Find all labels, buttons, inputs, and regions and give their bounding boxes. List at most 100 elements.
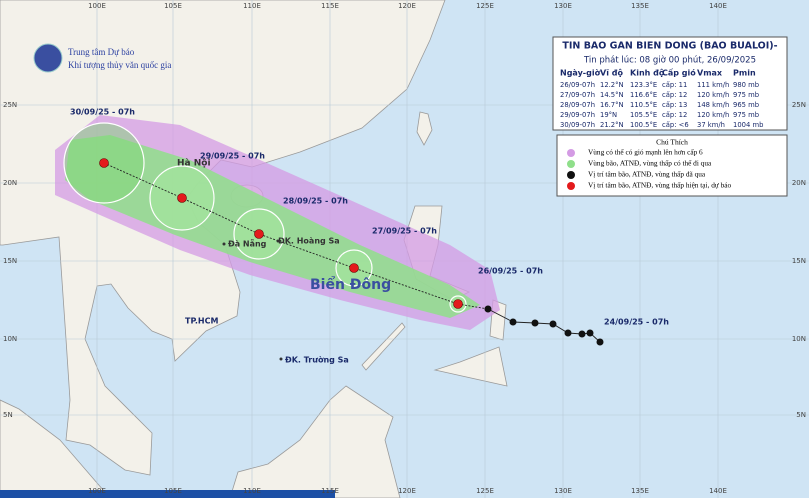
cell: 21.2°N xyxy=(600,121,624,129)
cell: 26/09-07h xyxy=(560,81,595,89)
lat-label: 5N xyxy=(796,411,806,419)
forecast-track xyxy=(103,162,489,310)
column-header: Vmax xyxy=(697,69,723,78)
lat-label: 25N xyxy=(3,101,17,109)
place-label: Hà Nội xyxy=(177,159,211,169)
bulletin-box xyxy=(552,36,788,131)
lon-label: 120E xyxy=(398,487,416,495)
logo-text: Khí tượng thủy văn quốc gia xyxy=(68,60,171,70)
place-dot xyxy=(276,239,280,243)
lon-label: 120E xyxy=(398,2,416,10)
cell: 980 mb xyxy=(733,81,759,89)
lon-label: 125E xyxy=(476,2,494,10)
lat-label: 20N xyxy=(3,179,17,187)
column-header: Kinh độ xyxy=(630,69,665,78)
lon-label: 135E xyxy=(631,487,649,495)
lat-label: 15N xyxy=(3,257,17,265)
lat-label: 10N xyxy=(792,335,806,343)
legend-item: Vùng bão, ATNĐ, vùng thấp có thể đi qua xyxy=(588,159,712,168)
cell: 965 mb xyxy=(733,101,759,109)
lon-label: 100E xyxy=(88,487,106,495)
lon-label: 125E xyxy=(476,487,494,495)
cell: 19°N xyxy=(600,111,617,119)
cell: 975 mb xyxy=(733,91,759,99)
lon-label: 115E xyxy=(321,2,339,10)
track-label: 28/09/25 - 07h xyxy=(283,197,348,206)
cell: 30/09-07h xyxy=(560,121,595,129)
column-header: Vĩ độ xyxy=(600,69,623,78)
legend-symbol xyxy=(567,171,575,179)
cell: 12.2°N xyxy=(600,81,624,89)
legend-symbol xyxy=(567,149,575,157)
legend-symbol xyxy=(567,182,575,190)
place-dot xyxy=(222,242,226,246)
lon-label: 115E xyxy=(321,487,339,495)
lat-label: 25N xyxy=(792,101,806,109)
lon-label: 140E xyxy=(709,487,727,495)
legend-box xyxy=(556,134,788,197)
track-label: 24/09/25 - 07h xyxy=(604,318,669,327)
column-header: Ngày-giờ xyxy=(560,68,601,78)
lon-label: 130E xyxy=(554,487,572,495)
lon-label: 105E xyxy=(164,2,182,10)
legend-item: Vị trí tâm bão, ATNĐ, vùng thấp đã qua xyxy=(588,170,706,179)
place-label: Biển Đông xyxy=(310,276,391,293)
bulletin-title: TIN BAO GAN BIEN DONG (BAO BUALOI)- xyxy=(562,41,777,52)
place-dot xyxy=(279,357,283,361)
cell: 975 mb xyxy=(733,111,759,119)
cell: 111 km/h xyxy=(697,81,729,89)
lon-label: 140E xyxy=(709,2,727,10)
track-label: 29/09/25 - 07h xyxy=(200,152,265,161)
legend-title: Chú Thích xyxy=(656,138,688,147)
cell: 120 km/h xyxy=(697,91,729,99)
logo xyxy=(33,43,63,73)
track-label: 26/09/25 - 07h xyxy=(478,267,543,276)
track-label: 27/09/25 - 07h xyxy=(372,227,437,236)
lon-label: 130E xyxy=(554,2,572,10)
legend-item: Vùng có thể có gió mạnh lên hơn cấp 6 xyxy=(588,148,703,157)
cell: 14.5°N xyxy=(600,91,624,99)
bulletin-issued: Tin phát lúc: 08 giờ 00 phút, 26/09/2025 xyxy=(583,55,756,66)
cell: 123.3°E xyxy=(630,81,657,89)
column-header: Cấp gió xyxy=(662,68,696,78)
lon-label: 105E xyxy=(164,487,182,495)
legend-item: Vị trí tâm bão, ATNĐ, vùng thấp hiện tại… xyxy=(588,181,732,190)
forecast-points xyxy=(99,158,463,309)
cell: 1004 mb xyxy=(733,121,763,129)
legend-symbol xyxy=(567,160,575,168)
cell: 116.6°E xyxy=(630,91,657,99)
cell: 105.5°E xyxy=(630,111,657,119)
lat-label: 15N xyxy=(792,257,806,265)
cell: cấp: 12 xyxy=(662,91,687,99)
cell: 37 km/h xyxy=(697,121,725,129)
place-label: ĐK. Trường Sa xyxy=(285,355,349,365)
column-header: Pmin xyxy=(733,69,756,78)
cell: cấp: <6 xyxy=(662,121,689,129)
cell: 29/09-07h xyxy=(560,111,595,119)
lon-label: 110E xyxy=(243,2,261,10)
lon-label: 135E xyxy=(631,2,649,10)
cell: 148 km/h xyxy=(697,101,729,109)
cell: 27/09-07h xyxy=(560,91,595,99)
lat-label: 10N xyxy=(3,335,17,343)
cell: 100.5°E xyxy=(630,121,657,129)
track-label: 30/09/25 - 07h xyxy=(70,108,135,117)
cell: cấp: 12 xyxy=(662,111,687,119)
place-label: TP.HCM xyxy=(185,317,218,326)
cell: 120 km/h xyxy=(697,111,729,119)
lon-label: 110E xyxy=(243,487,261,495)
cell: 28/09-07h xyxy=(560,101,595,109)
labels: 100E 100E 105E 105E 110E 110E 115E 115E 120E 120E… xyxy=(3,2,806,495)
lat-label: 5N xyxy=(3,411,13,419)
banner xyxy=(0,490,335,498)
place-label: Đà Nẵng xyxy=(228,239,267,249)
cell: cấp: 13 xyxy=(662,101,687,109)
logo-text: Trung tâm Dự báo xyxy=(68,47,135,57)
place-label: ĐK. Hoàng Sa xyxy=(278,237,340,246)
cell: 16.7°N xyxy=(600,101,624,109)
lat-label: 20N xyxy=(792,179,806,187)
lon-label: 100E xyxy=(88,2,106,10)
past-points xyxy=(484,305,604,346)
cell: 110.5°E xyxy=(630,101,657,109)
